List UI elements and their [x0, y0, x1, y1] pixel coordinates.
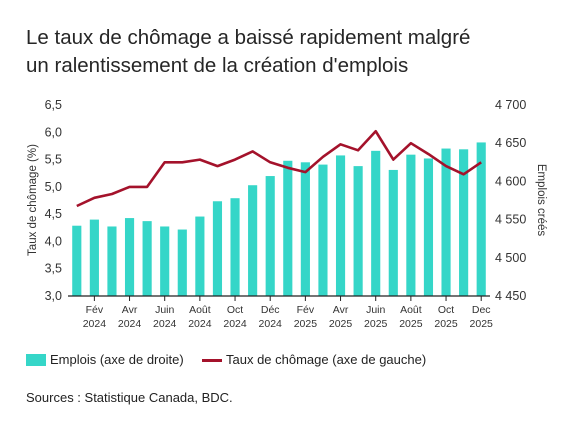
right-tick-label: 4 450: [495, 289, 526, 303]
right-axis-ticks: 4 450 4 500 4 550 4 600 4 650 4 700: [495, 98, 526, 303]
chart-title: Le taux de chômage a baissé rapidement m…: [26, 26, 471, 77]
employment-bar: [212, 201, 223, 296]
x-tick-month: Oct: [438, 304, 454, 316]
x-tick-year: 2025: [470, 318, 494, 330]
x-tick-month: Dec: [472, 304, 491, 316]
x-tick-year: 2024: [223, 318, 247, 330]
employment-bar: [89, 219, 99, 296]
employment-bar: [107, 226, 117, 296]
left-axis-ticks: 3,0 3,5 4,0 4,5 5,0 5,5 6,0 6,5: [45, 98, 62, 303]
x-tick-year: 2024: [118, 318, 142, 330]
legend-line-label: Taux de chômage (axe de gauche): [226, 352, 427, 367]
right-tick-label: 4 600: [495, 174, 526, 188]
x-tick-month: Fév: [86, 304, 104, 316]
x-tick-month: Avr: [333, 304, 349, 316]
employment-bar: [248, 185, 258, 296]
legend-line-swatch: [202, 359, 222, 362]
left-tick-label: 3,5: [45, 262, 62, 276]
employment-bar: [124, 218, 135, 296]
right-tick-label: 4 700: [495, 98, 526, 112]
employment-bar: [265, 176, 275, 296]
employment-bar: [177, 229, 187, 296]
x-tick-month: Avr: [122, 304, 138, 316]
employment-bar: [335, 155, 346, 296]
x-tick-month: Fév: [297, 304, 315, 316]
x-tick-year: 2024: [259, 318, 283, 330]
chart: 3,0 3,5 4,0 4,5 5,0 5,5 6,0 6,5 4 450 4 500 4 550…: [27, 98, 547, 330]
employment-bar: [230, 198, 240, 296]
x-tick-month: Août: [400, 304, 422, 316]
employment-bar: [371, 150, 381, 296]
employment-bar: [72, 225, 82, 296]
employment-bar: [283, 160, 293, 296]
x-tick-month: Juin: [366, 304, 385, 316]
left-tick-label: 5,5: [45, 153, 62, 167]
x-tick-year: 2025: [294, 318, 318, 330]
right-tick-label: 4 500: [495, 251, 526, 265]
legend-bars-label: Emplois (axe de droite): [50, 352, 184, 367]
left-tick-label: 4,5: [45, 207, 62, 221]
left-tick-label: 6,0: [45, 125, 62, 139]
left-tick-label: 5,0: [45, 180, 62, 194]
employment-bar: [142, 221, 152, 296]
employment-bar: [459, 149, 469, 296]
employment-bar: [318, 164, 328, 296]
unemployment-line: [76, 129, 482, 208]
source-note: Sources : Statistique Canada, BDC.: [26, 390, 233, 405]
x-tick-month: Oct: [227, 304, 243, 316]
bars-group: [72, 142, 486, 296]
left-tick-label: 6,5: [45, 98, 62, 112]
employment-bar: [441, 148, 451, 296]
employment-bar: [423, 158, 434, 296]
employment-bar: [160, 226, 170, 296]
employment-bar: [406, 154, 416, 296]
x-axis-ticks: Fév 2024 Avr 2024 Juin 2024 Août 2024 Oct 2024 Déc…: [83, 296, 493, 330]
x-tick-month: Juin: [155, 304, 174, 316]
x-tick-year: 2024: [188, 318, 212, 330]
x-tick-month: Déc: [261, 304, 280, 316]
x-tick-year: 2024: [153, 318, 177, 330]
employment-bar: [353, 166, 363, 296]
x-tick-year: 2024: [83, 318, 107, 330]
right-axis-title: Emplois créés: [535, 164, 547, 236]
left-tick-label: 4,0: [45, 234, 62, 248]
legend-bar-swatch: [26, 354, 46, 366]
left-tick-label: 3,0: [45, 289, 62, 303]
x-tick-year: 2025: [434, 318, 458, 330]
right-tick-label: 4 650: [495, 136, 526, 150]
employment-bar: [195, 216, 205, 296]
employment-bar: [388, 169, 398, 296]
x-tick-year: 2025: [399, 318, 423, 330]
left-axis-title: Taux de chômage (%): [27, 144, 39, 256]
x-tick-year: 2025: [329, 318, 353, 330]
right-tick-label: 4 550: [495, 213, 526, 227]
employment-bar: [300, 162, 310, 296]
x-tick-month: Août: [189, 304, 211, 316]
employment-bar: [476, 142, 486, 296]
x-tick-year: 2025: [364, 318, 388, 330]
